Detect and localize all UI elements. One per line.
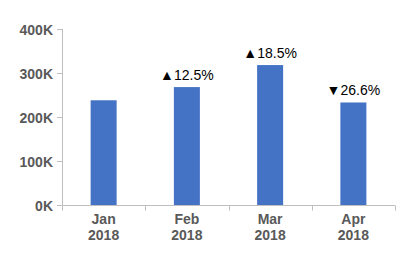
x-tick-label-line: 2018 [255,227,286,243]
y-tick-label: 400K [20,22,53,38]
x-tick [145,206,146,211]
chart-container: 0K100K200K300K400KJan2018Feb2018Mar2018A… [0,0,411,257]
y-axis-line [62,29,63,205]
x-tick-label: Jan2018 [88,211,119,243]
annotation: ▼26.6% [327,82,381,98]
x-tick-label-line: 2018 [338,227,369,243]
y-tick [57,205,62,206]
x-tick [312,206,313,211]
x-tick-label: Feb2018 [171,211,202,243]
y-tick [57,161,62,162]
annotation: ▲12.5% [160,67,214,83]
x-tick [62,206,63,211]
x-tick-label-line: Apr [341,211,366,227]
x-tick [395,206,396,211]
y-tick-label: 200K [20,110,53,126]
bar [174,87,200,205]
x-tick-label-line: 2018 [171,227,202,243]
chart-svg: 0K100K200K300K400KJan2018Feb2018Mar2018A… [0,0,411,257]
x-tick-label-line: Jan [92,211,116,227]
bars [91,65,367,205]
x-tick-label: Apr2018 [338,211,369,243]
y-tick [57,73,62,74]
x-tick-label-line: 2018 [88,227,119,243]
x-axis-line [62,205,395,206]
bar [257,65,283,205]
y-tick [57,29,62,30]
y-tick-label: 0K [35,198,53,214]
x-tick [229,206,230,211]
x-tick-label-line: Mar [258,211,283,227]
x-tick-label: Mar2018 [255,211,286,243]
annotation: ▲18.5% [243,45,297,61]
x-tick-label-line: Feb [174,211,199,227]
y-tick-label: 300K [20,66,53,82]
bar [91,100,117,205]
y-tick [57,117,62,118]
background [0,0,411,257]
bar [340,102,366,205]
y-tick-label: 100K [20,154,53,170]
